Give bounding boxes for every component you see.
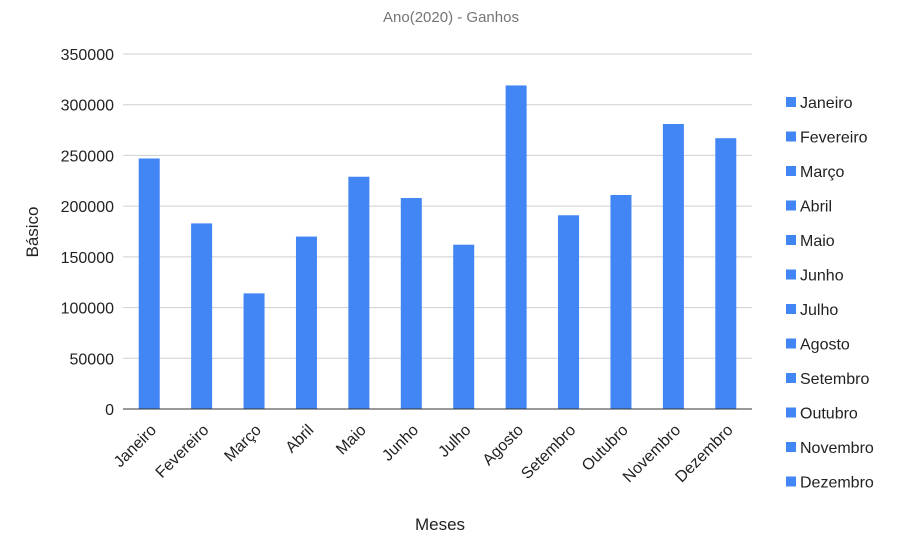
legend-label: Julho bbox=[800, 302, 838, 319]
x-tick-label: Abril bbox=[283, 422, 318, 457]
bar bbox=[558, 215, 580, 409]
legend-swatch bbox=[786, 131, 796, 142]
bar bbox=[191, 223, 213, 409]
legend-swatch bbox=[786, 373, 796, 383]
legend: Janeiro Fevereiro Março Abril Maio Junho Julho… bbox=[786, 95, 874, 492]
bar bbox=[138, 158, 160, 409]
legend-swatch bbox=[786, 166, 796, 176]
y-tick-label: 50000 bbox=[70, 351, 115, 368]
y-axis-label: Básico bbox=[23, 206, 42, 257]
legend-label: Outubro bbox=[800, 406, 858, 423]
legend-label: Março bbox=[800, 164, 845, 181]
y-tick-label: 200000 bbox=[61, 199, 114, 216]
legend-label: Dezembro bbox=[800, 475, 874, 492]
y-tick-label: 150000 bbox=[61, 250, 114, 267]
bar bbox=[453, 244, 475, 409]
y-tick-label: 350000 bbox=[61, 47, 114, 64]
bars bbox=[138, 85, 737, 409]
x-tick-label: Fevereiro bbox=[153, 422, 213, 482]
legend-label: Novembro bbox=[800, 440, 874, 457]
x-tick-label: Maio bbox=[333, 422, 370, 459]
legend-swatch bbox=[786, 442, 796, 452]
grid-lines bbox=[123, 53, 752, 359]
y-axis-ticks: 0 50000 100000 150000 200000 250000 300000 3500… bbox=[61, 47, 114, 419]
bar bbox=[505, 85, 527, 409]
legend-swatch bbox=[786, 97, 796, 107]
bar bbox=[295, 236, 317, 409]
legend-swatch bbox=[786, 338, 796, 349]
x-tick-label: Julho bbox=[435, 422, 474, 461]
legend-label: Janeiro bbox=[800, 95, 853, 112]
x-tick-label: Janeiro bbox=[111, 422, 160, 471]
x-tick-label: Março bbox=[221, 422, 265, 466]
legend-label: Setembro bbox=[800, 371, 869, 388]
x-tick-label: Dezembro bbox=[672, 422, 736, 486]
legend-swatch bbox=[786, 200, 796, 211]
legend-label: Maio bbox=[800, 233, 835, 250]
x-tick-label: Agosto bbox=[480, 422, 527, 469]
legend-swatch bbox=[786, 269, 796, 280]
x-tick-label: Junho bbox=[379, 422, 422, 465]
bar bbox=[348, 176, 370, 409]
chart-title: Ano(2020) - Ganhos bbox=[383, 9, 519, 26]
y-tick-label: 250000 bbox=[61, 148, 114, 165]
bar bbox=[662, 123, 684, 409]
bar bbox=[243, 293, 265, 409]
legend-label: Abril bbox=[800, 199, 832, 216]
bar bbox=[610, 194, 632, 409]
x-tick-label: Outubro bbox=[579, 422, 632, 475]
legend-swatch bbox=[786, 235, 796, 245]
y-tick-label: 0 bbox=[105, 402, 114, 419]
legend-label: Fevereiro bbox=[800, 130, 868, 147]
x-axis-label: Meses bbox=[415, 515, 465, 534]
x-tick-label: Setembro bbox=[518, 422, 579, 483]
legend-label: Junho bbox=[800, 268, 844, 285]
legend-swatch bbox=[786, 407, 796, 418]
bar bbox=[715, 138, 737, 409]
y-tick-label: 300000 bbox=[61, 98, 114, 115]
legend-swatch bbox=[786, 476, 796, 487]
legend-swatch bbox=[786, 304, 796, 314]
legend-label: Agosto bbox=[800, 337, 850, 354]
y-tick-label: 100000 bbox=[61, 301, 114, 318]
bar bbox=[400, 198, 422, 409]
